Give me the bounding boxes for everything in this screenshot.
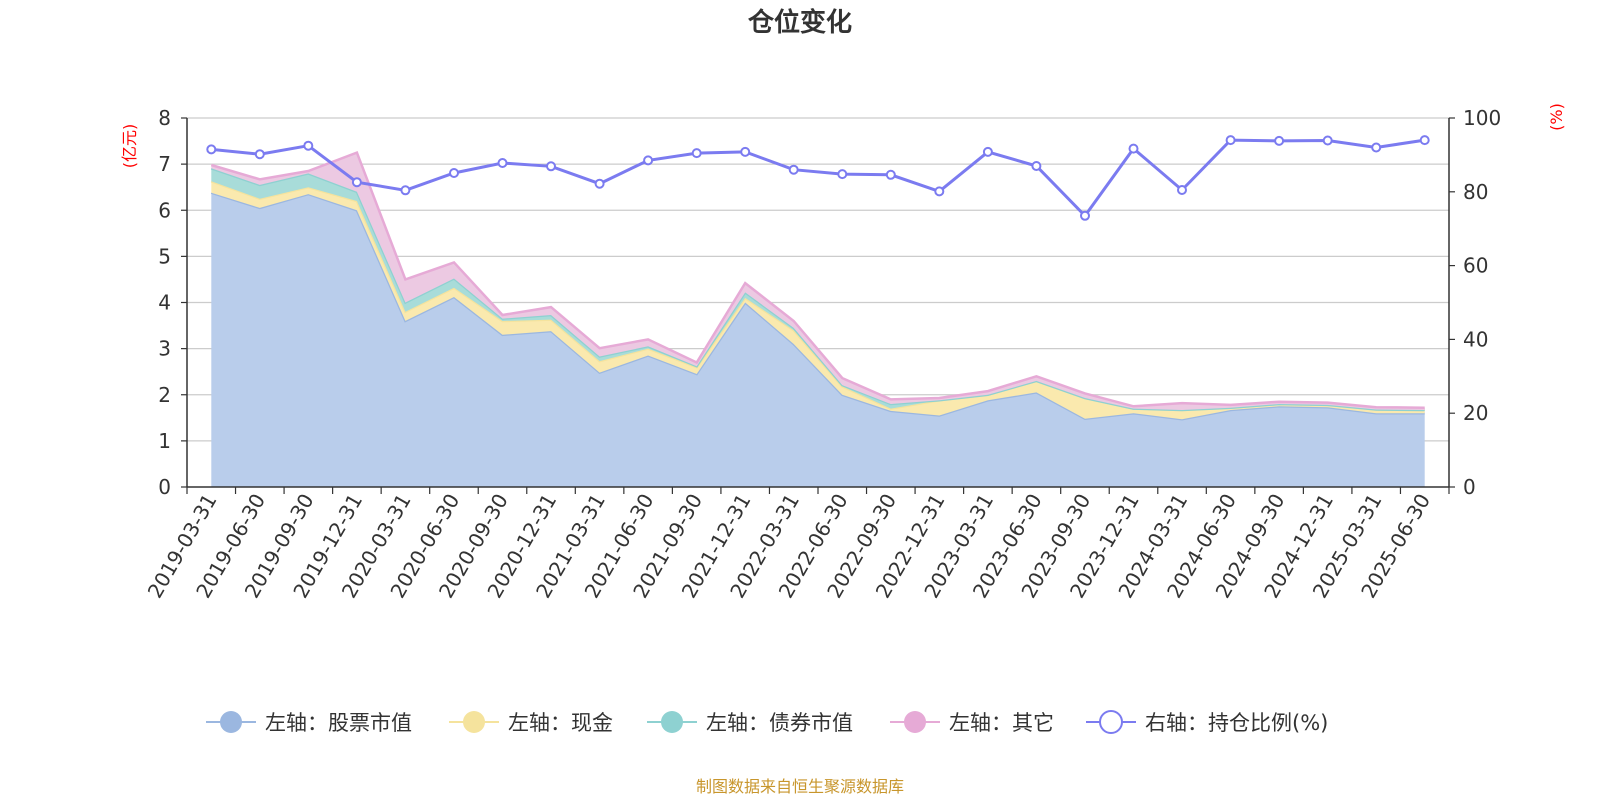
left-tick-label: 4 (158, 291, 171, 315)
legend-label: 左轴：债券市值 (706, 711, 853, 735)
left-tick-label: 2 (158, 383, 171, 407)
left-tick-label: 5 (158, 244, 171, 268)
chart-title: 仓位变化 (747, 7, 852, 38)
ratio-point[interactable] (643, 155, 654, 166)
left-tick-label: 1 (158, 429, 171, 453)
area-edge-series-3 (210, 150, 1425, 409)
ratio-point[interactable] (837, 169, 848, 180)
ratio-point[interactable] (1225, 135, 1236, 146)
ratio-point[interactable] (1419, 135, 1430, 146)
right-tick-label: 40 (1463, 327, 1488, 351)
ratio-line-layer (206, 135, 1430, 221)
right-tick-label: 0 (1463, 475, 1476, 499)
stacked-areas (210, 150, 1425, 487)
legend-item-4[interactable]: 右轴：持仓比例(%) (1086, 710, 1328, 735)
legend-dot-swatch (463, 711, 485, 733)
legend-item-2[interactable]: 左轴：债券市值 (647, 711, 853, 735)
legend-item-3[interactable]: 左轴：其它 (890, 711, 1054, 735)
legend-item-1[interactable]: 左轴：现金 (449, 711, 613, 735)
ratio-point[interactable] (546, 161, 556, 172)
left-tick-label: 3 (158, 337, 171, 361)
left-tick-label: 6 (158, 198, 171, 222)
ratio-point[interactable] (400, 185, 411, 196)
right-tick-label: 20 (1463, 401, 1488, 425)
ratio-point[interactable] (303, 140, 314, 151)
ratio-point[interactable] (1128, 143, 1139, 154)
ratio-point[interactable] (594, 178, 605, 189)
data-source-note: 制图数据来自恒生聚源数据库 (696, 777, 904, 796)
ratio-point[interactable] (1274, 135, 1285, 146)
legend-dot-swatch (904, 711, 926, 733)
ratio-point[interactable] (982, 146, 993, 157)
legend-dot-swatch (661, 711, 683, 733)
right-tick-label: 60 (1463, 254, 1488, 278)
ratio-point[interactable] (885, 169, 896, 180)
area-series-3 (211, 152, 1425, 410)
legend-dot-swatch (220, 711, 242, 733)
legend-label: 左轴：股票市值 (265, 711, 412, 735)
left-axis-unit: (亿元) (120, 124, 139, 169)
legend-item-0[interactable]: 左轴：股票市值 (206, 711, 412, 735)
ratio-point[interactable] (206, 144, 217, 155)
left-tick-label: 7 (158, 152, 171, 176)
ratio-point[interactable] (1031, 161, 1042, 171)
ratio-point[interactable] (254, 149, 265, 160)
legend: 左轴：股票市值 左轴：现金 左轴：债券市值 左轴：其它 右轴：持仓比例(%) (206, 710, 1328, 735)
ratio-point[interactable] (934, 186, 945, 197)
legend-label: 左轴：现金 (508, 711, 613, 735)
area-series-0 (211, 192, 1425, 487)
ratio-point[interactable] (1322, 135, 1333, 146)
ratio-point[interactable] (351, 177, 362, 188)
left-tick-label: 0 (158, 475, 171, 499)
legend-label: 右轴：持仓比例(%) (1145, 711, 1328, 735)
ratio-point[interactable] (449, 168, 459, 178)
ratio-point[interactable] (1080, 210, 1090, 221)
right-axis-unit: (%) (1547, 103, 1566, 131)
ratio-line (211, 138, 1425, 219)
ratio-point[interactable] (740, 146, 751, 157)
left-tick-label: 8 (158, 106, 171, 130)
ratio-point[interactable] (1371, 142, 1382, 153)
legend-label: 左轴：其它 (949, 711, 1054, 735)
ratio-point[interactable] (1177, 185, 1187, 195)
ratio-point[interactable] (497, 158, 508, 168)
legend-ring-swatch (1099, 710, 1123, 734)
ratio-point[interactable] (691, 148, 702, 159)
right-tick-label: 100 (1463, 106, 1501, 130)
ratio-point[interactable] (788, 164, 799, 175)
area-series-2 (211, 168, 1425, 410)
right-tick-label: 80 (1463, 180, 1488, 204)
